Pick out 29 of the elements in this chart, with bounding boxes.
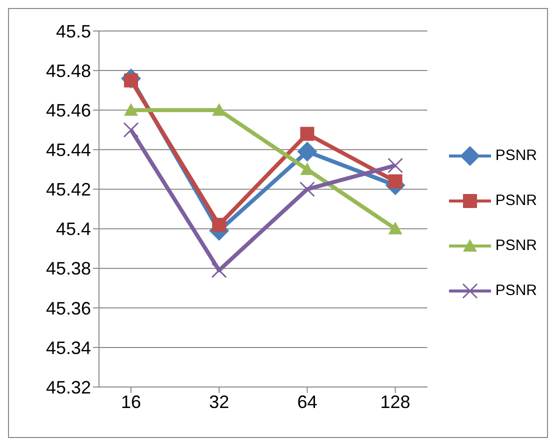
y-tick-label: 45.44 [46,140,91,160]
point [123,122,139,138]
y-tick-label: 45.36 [46,298,91,318]
y-tick-label: 45.34 [46,338,91,358]
point [212,218,226,232]
y-tick-label: 45.32 [46,377,91,398]
point [299,181,315,197]
x-tick-label: 128 [380,392,410,412]
legend-label: PSNR [495,147,537,164]
y-tick-label: 45.4 [56,219,91,240]
y-tick-label: 45.38 [46,258,91,279]
point [297,142,318,162]
point [388,222,402,234]
x-tick-label: 16 [120,392,142,412]
x-tick-label: 32 [209,392,230,412]
point [124,103,138,116]
point [388,174,402,188]
legend-label: PSNR [495,237,537,254]
x-tick-label: 64 [297,392,318,412]
point [212,103,226,116]
point [211,262,227,278]
legend-label: PSNR [495,282,537,299]
point [388,158,404,174]
y-tick-label: 45.46 [46,100,91,120]
legend-label: PSNR [495,192,537,209]
point [300,126,314,141]
y-tick-label: 45.42 [46,180,91,200]
y-tick-label: 45.5 [56,21,91,42]
y-tick-label: 45.48 [46,60,91,81]
